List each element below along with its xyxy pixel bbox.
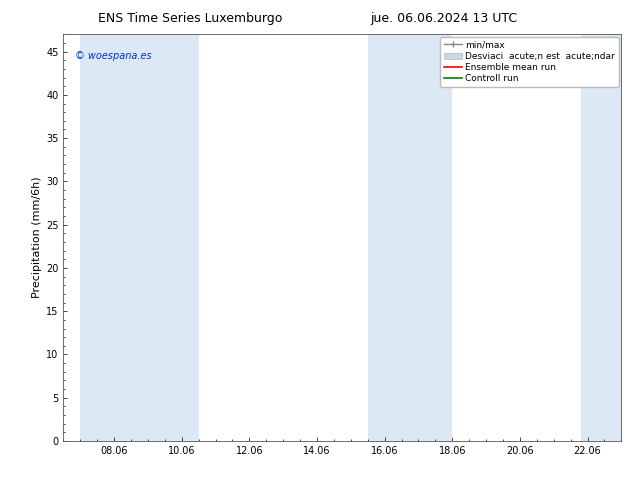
Text: © woespana.es: © woespana.es <box>75 50 151 61</box>
Text: ENS Time Series Luxemburgo: ENS Time Series Luxemburgo <box>98 12 282 25</box>
Bar <box>368 34 418 441</box>
Bar <box>418 34 452 441</box>
Y-axis label: Precipitation (mm/6h): Precipitation (mm/6h) <box>32 177 42 298</box>
Bar <box>148 34 198 441</box>
Legend: min/max, Desviaci  acute;n est  acute;ndar, Ensemble mean run, Controll run: min/max, Desviaci acute;n est acute;ndar… <box>440 37 619 87</box>
Bar <box>581 34 621 441</box>
Bar <box>81 34 148 441</box>
Text: jue. 06.06.2024 13 UTC: jue. 06.06.2024 13 UTC <box>370 12 517 25</box>
